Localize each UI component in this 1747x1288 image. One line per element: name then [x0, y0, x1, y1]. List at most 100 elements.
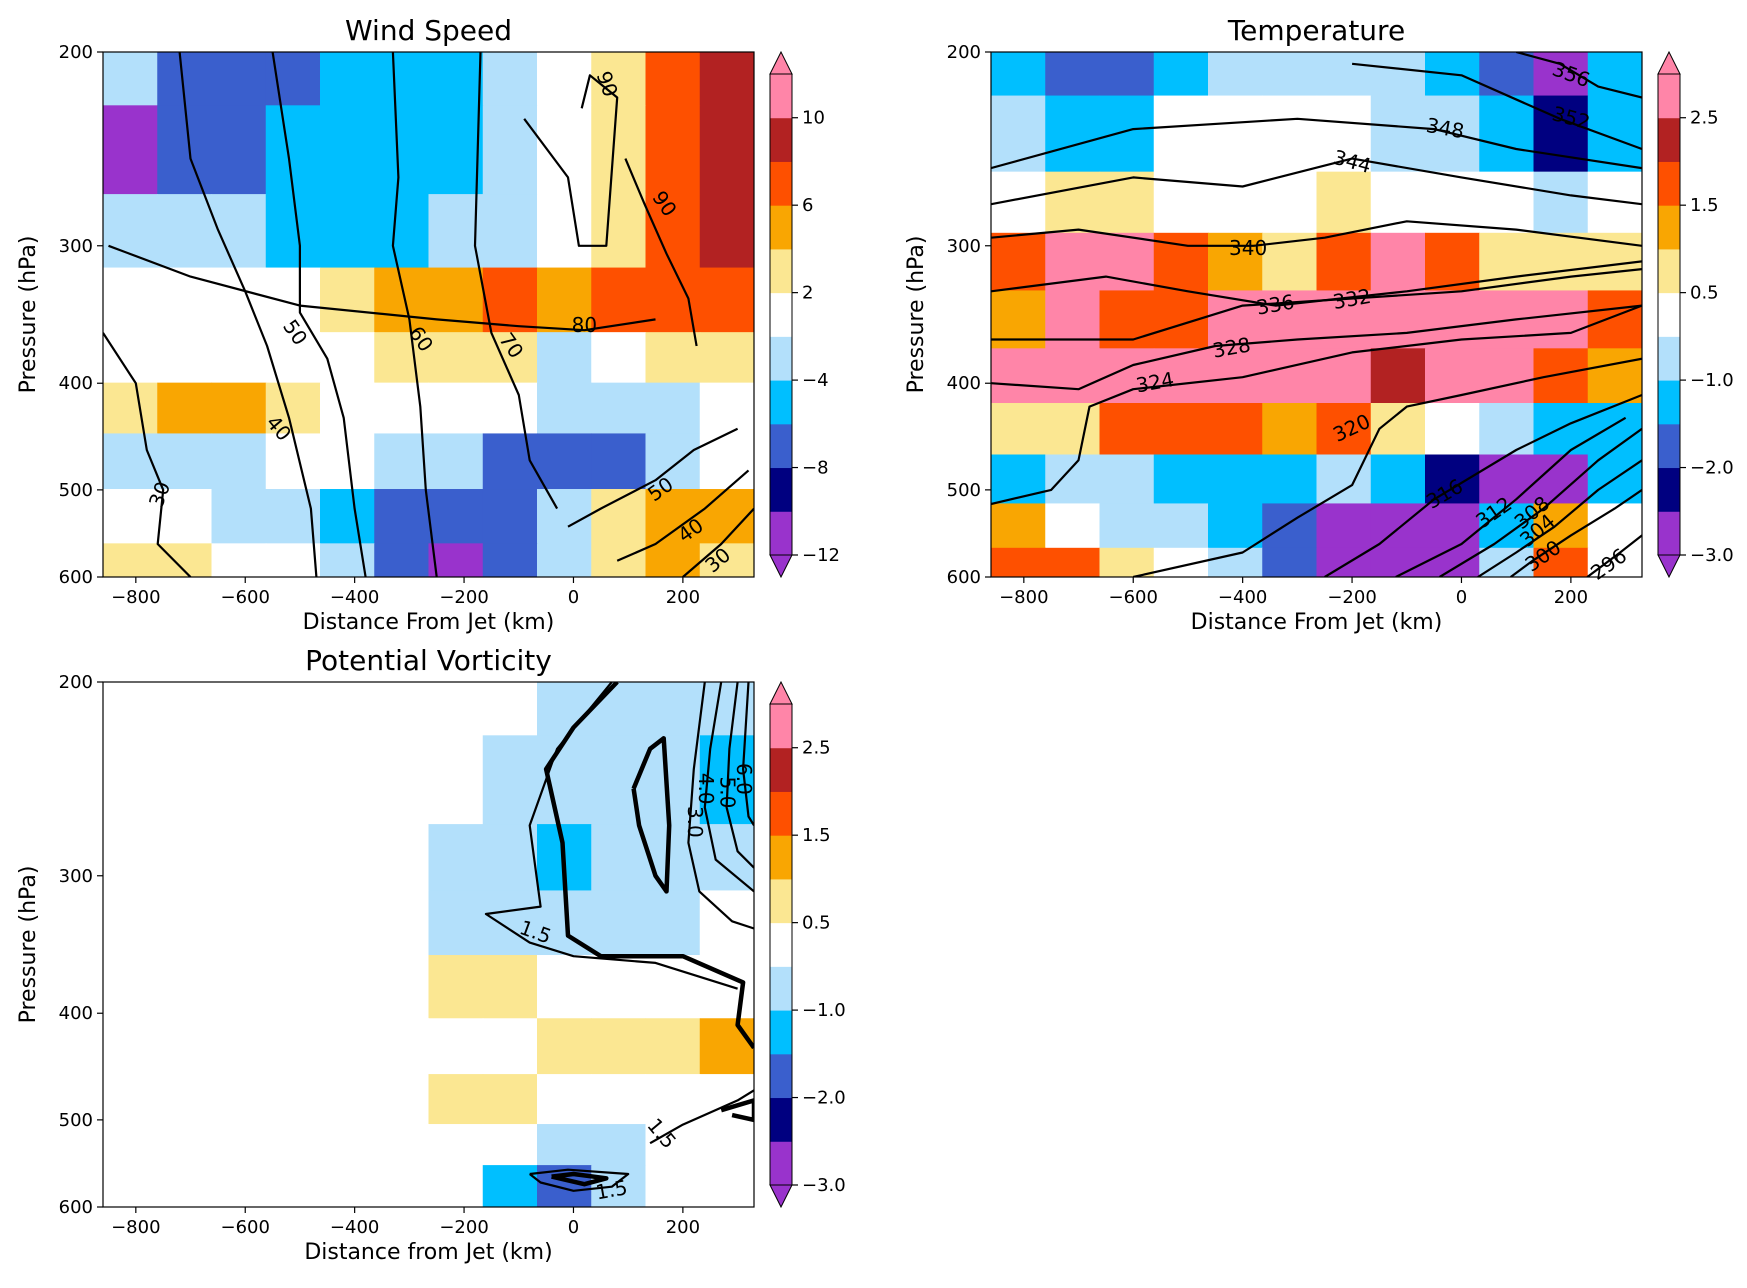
colorbar-frame	[1657, 73, 1681, 556]
field-cell	[1045, 454, 1101, 505]
field-cell	[1262, 52, 1318, 97]
field-cell	[428, 194, 484, 269]
x-tick-label: −400	[330, 587, 379, 608]
field-cell	[1479, 403, 1535, 456]
field-cell	[428, 382, 484, 435]
field-cell	[211, 955, 267, 1019]
x-tick-label: −200	[439, 1217, 488, 1238]
field-cell	[428, 1124, 484, 1166]
colorbar-tick-label: −2.0	[802, 1088, 846, 1109]
colorbar-swatch	[770, 747, 792, 792]
contour-label: 6.0	[732, 763, 756, 795]
field-cell	[1316, 403, 1372, 456]
field-cell	[157, 382, 213, 435]
x-tick-label: 0	[1456, 587, 1467, 608]
field-cell	[591, 52, 647, 106]
field-cell	[1425, 403, 1480, 456]
colorbar-swatch	[770, 380, 792, 425]
field-cell	[103, 433, 158, 490]
field-cell	[591, 489, 647, 544]
field-cell	[645, 1165, 701, 1207]
field-cell	[103, 735, 158, 825]
field-cell	[374, 194, 430, 269]
field-cell	[265, 382, 321, 435]
field-cell	[103, 382, 158, 435]
y-tick-label: 200	[59, 42, 93, 63]
field-cell	[211, 332, 267, 384]
contour-label: 4.0	[694, 773, 718, 805]
chart-title: Temperature	[1227, 14, 1405, 47]
x-tick-label: −600	[221, 1217, 270, 1238]
field-cell	[1153, 52, 1209, 97]
colorbar-swatch	[770, 205, 792, 250]
field-cell	[428, 1018, 484, 1075]
contour-line	[271, 52, 367, 577]
colorbar-swatch	[770, 467, 792, 512]
field-cell	[1099, 454, 1155, 505]
colorbar-tick-label: 2	[802, 283, 813, 304]
field-cell	[1208, 52, 1263, 97]
colorbar-swatch	[770, 878, 792, 924]
colorbar: −12 −8 −4 2 6 10	[769, 50, 840, 579]
field-cell	[1370, 52, 1426, 97]
field-cell	[320, 489, 375, 544]
x-tick-label: −800	[111, 1217, 160, 1238]
y-tick-label: 500	[59, 1110, 93, 1131]
colorbar: −3.0 −2.0 −1.0 0.5 1.5 2.5	[1657, 50, 1734, 579]
contour-line	[991, 260, 1642, 307]
x-axis-label: Distance From Jet (km)	[1191, 610, 1443, 635]
colorbar-tick-label: 2.5	[802, 738, 831, 759]
colorbar-swatch	[770, 423, 792, 469]
contour-line	[687, 682, 754, 930]
field-cell	[699, 955, 754, 1019]
field-cell	[1587, 547, 1642, 577]
field-cell	[699, 267, 754, 333]
field-cell	[537, 1018, 592, 1075]
field-cell	[1479, 52, 1535, 97]
axes-frame	[102, 681, 755, 1208]
field-cell	[428, 1074, 484, 1125]
field-cell	[537, 332, 592, 384]
field-cell	[265, 433, 321, 490]
field-cell	[320, 890, 375, 956]
field-cell	[1533, 290, 1589, 349]
field-cell	[591, 433, 647, 490]
contour-line	[1477, 459, 1642, 577]
field-cell	[1316, 232, 1372, 292]
field-cell	[265, 955, 321, 1019]
contour-line	[991, 304, 1642, 506]
contour-line	[1510, 488, 1642, 577]
field-cell	[537, 433, 592, 490]
field-cell	[699, 105, 754, 195]
field-cell	[645, 52, 701, 106]
field-cell	[699, 52, 754, 106]
colorbar-extend-min	[1657, 554, 1681, 579]
field-cell	[211, 1018, 267, 1075]
field-cell	[699, 489, 754, 544]
field-cell	[374, 267, 430, 333]
field-cell	[103, 824, 158, 892]
field-cell	[482, 105, 538, 195]
contour-label: 3.0	[683, 806, 707, 838]
field-cell	[991, 52, 1046, 97]
field-cell	[645, 1074, 701, 1125]
x-tick-label: −200	[1327, 587, 1376, 608]
colorbar-swatch	[1658, 336, 1680, 381]
field-cell	[1316, 171, 1372, 234]
colorbar-swatch	[770, 511, 792, 556]
x-tick-label: −600	[1109, 587, 1158, 608]
y-tick-label: 500	[947, 480, 981, 501]
field-cell	[428, 735, 484, 825]
field-cell	[374, 824, 430, 892]
field-cell	[320, 1074, 375, 1125]
colorbar-tick-label: 2.5	[1690, 108, 1719, 129]
field-cell	[991, 503, 1046, 549]
field-cell	[374, 682, 430, 736]
field-cell	[265, 824, 321, 892]
contour-label: 340	[1229, 236, 1267, 260]
field-cell	[157, 267, 213, 333]
contour-line	[1324, 393, 1642, 577]
contour-label: 5.0	[716, 777, 740, 809]
field-cell	[103, 682, 158, 736]
field-cell	[103, 1124, 158, 1166]
